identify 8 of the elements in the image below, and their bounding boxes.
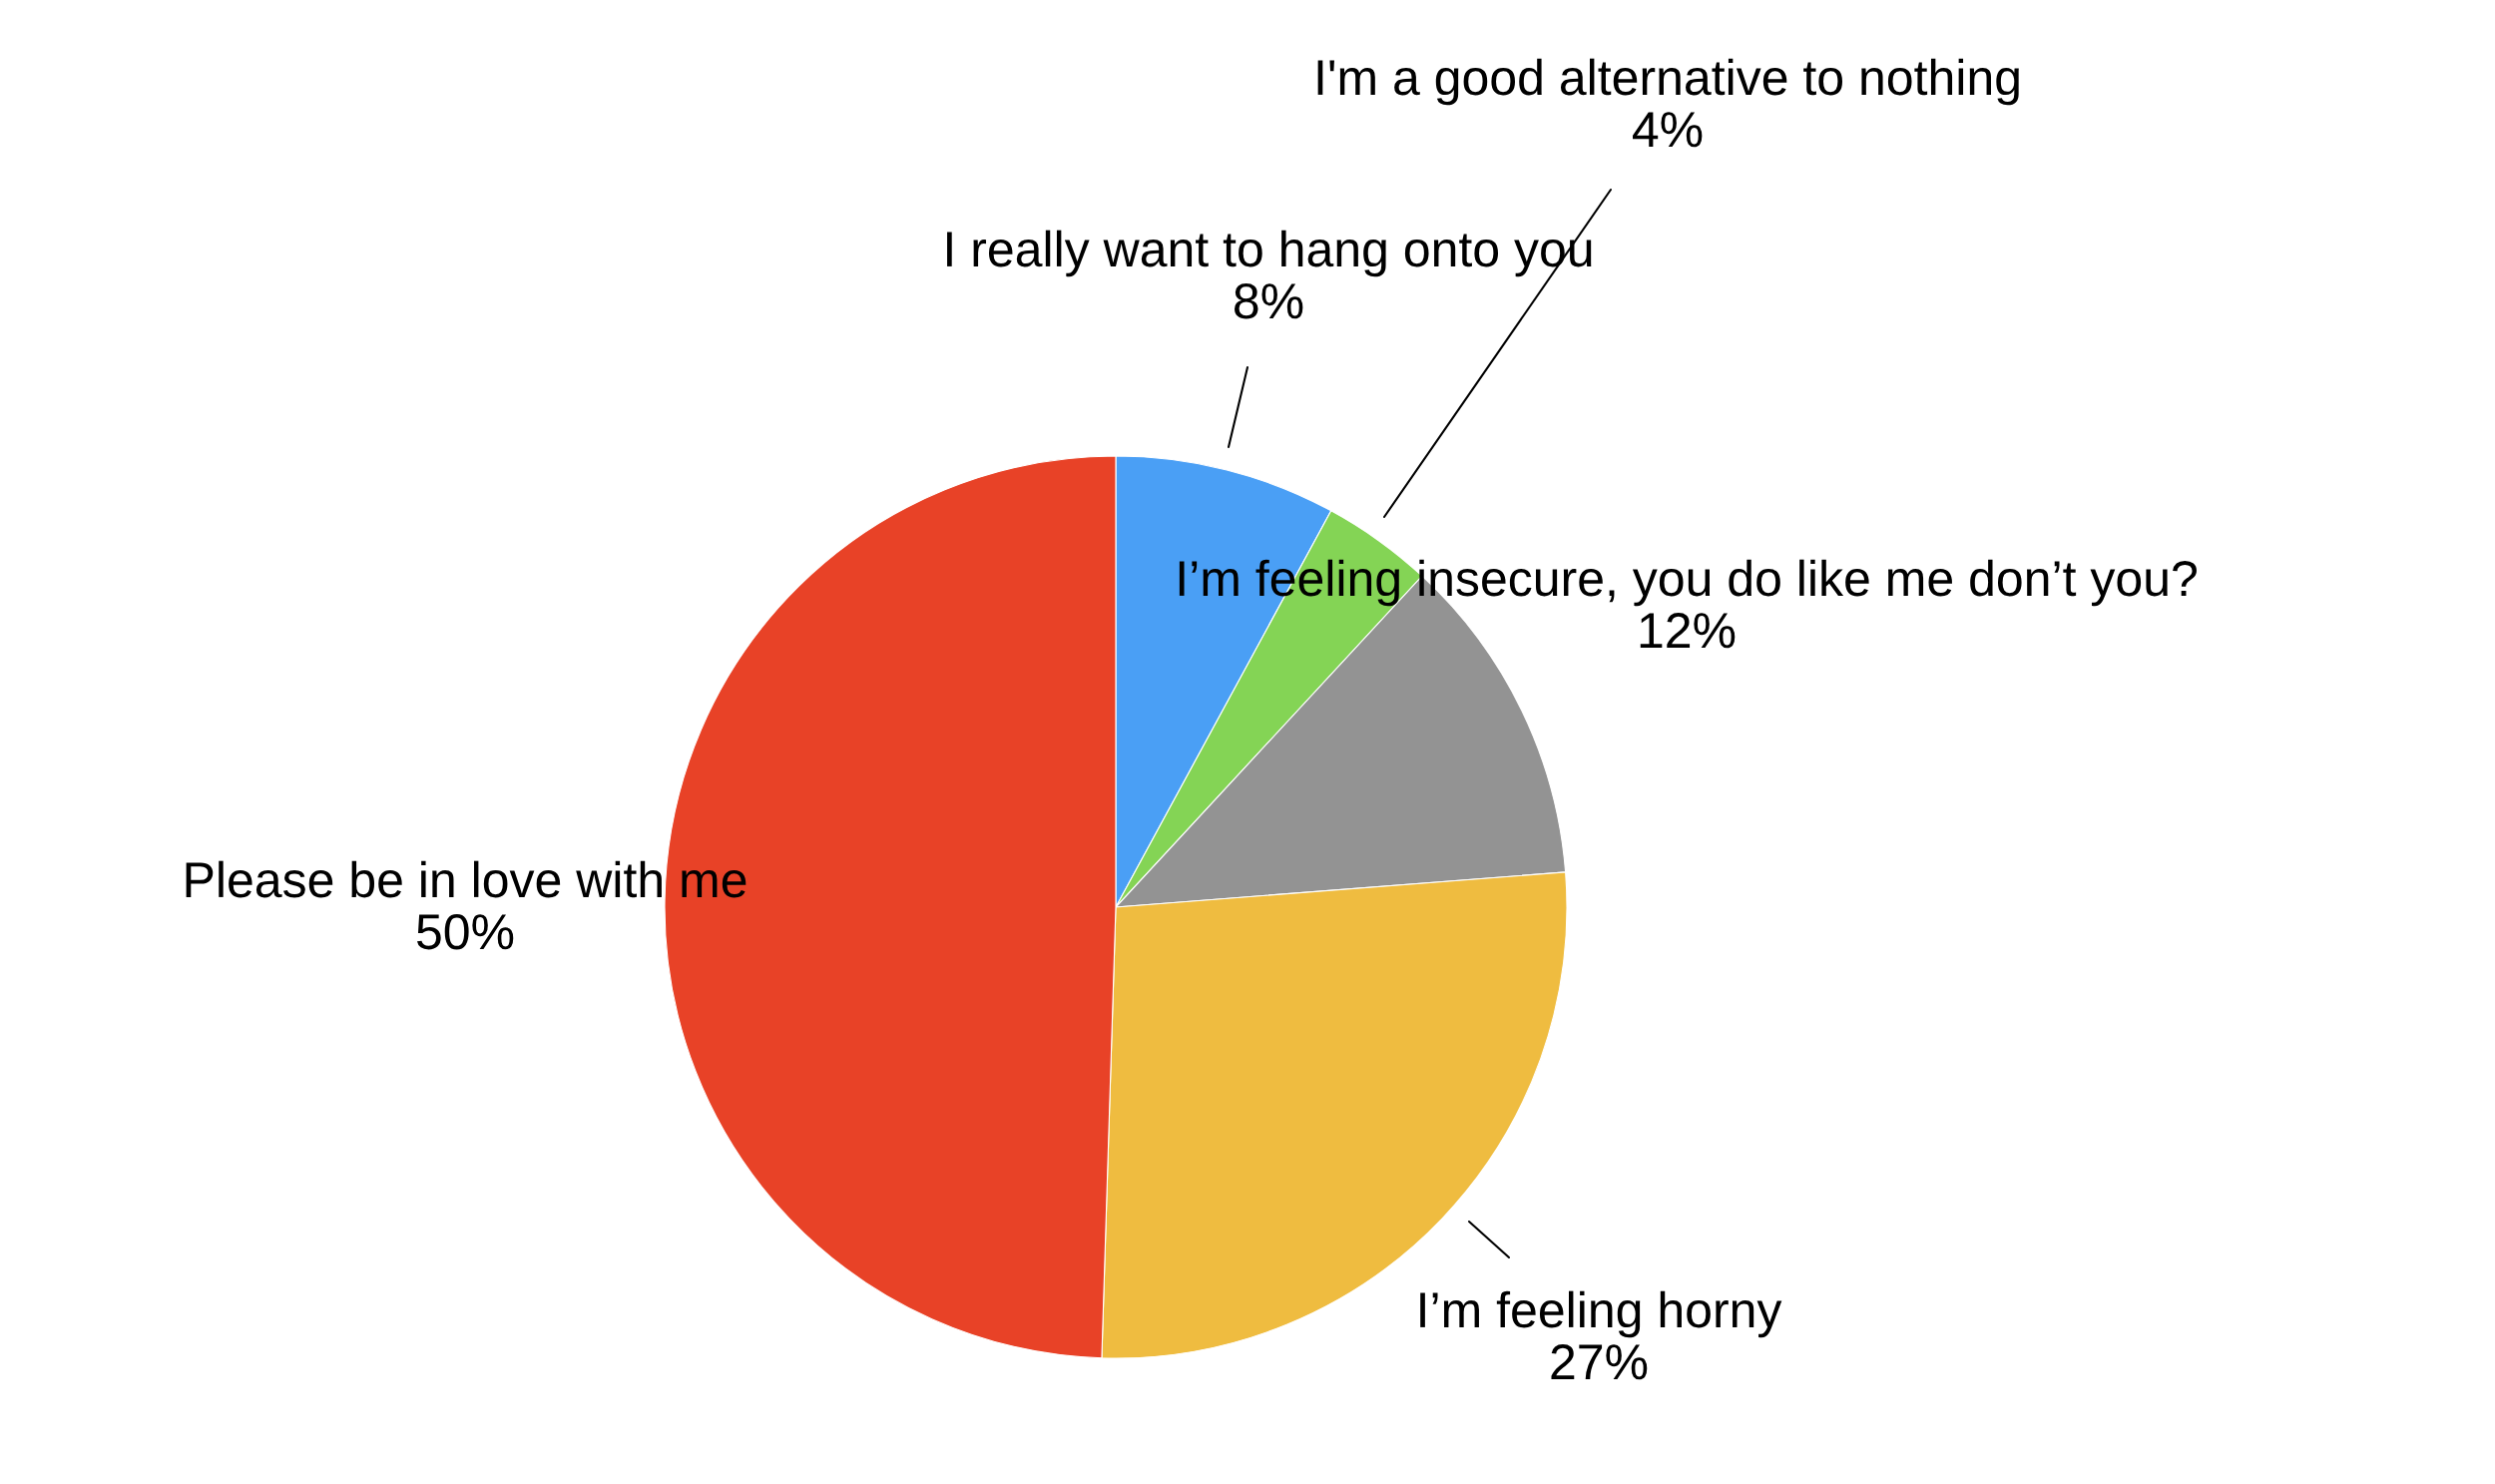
data-label: 50% bbox=[416, 914, 514, 950]
slice-label: Please be in love with me bbox=[186, 860, 747, 898]
data-label: 27% bbox=[1551, 1344, 1648, 1380]
data-label: 8% bbox=[1235, 283, 1303, 319]
data-label: 12% bbox=[1640, 613, 1736, 649]
slice-label: I’m feeling horny bbox=[1420, 1290, 1782, 1338]
data-label: 4% bbox=[1633, 112, 1703, 148]
slice-label: I'm a good alternative to nothing bbox=[1317, 58, 2019, 106]
